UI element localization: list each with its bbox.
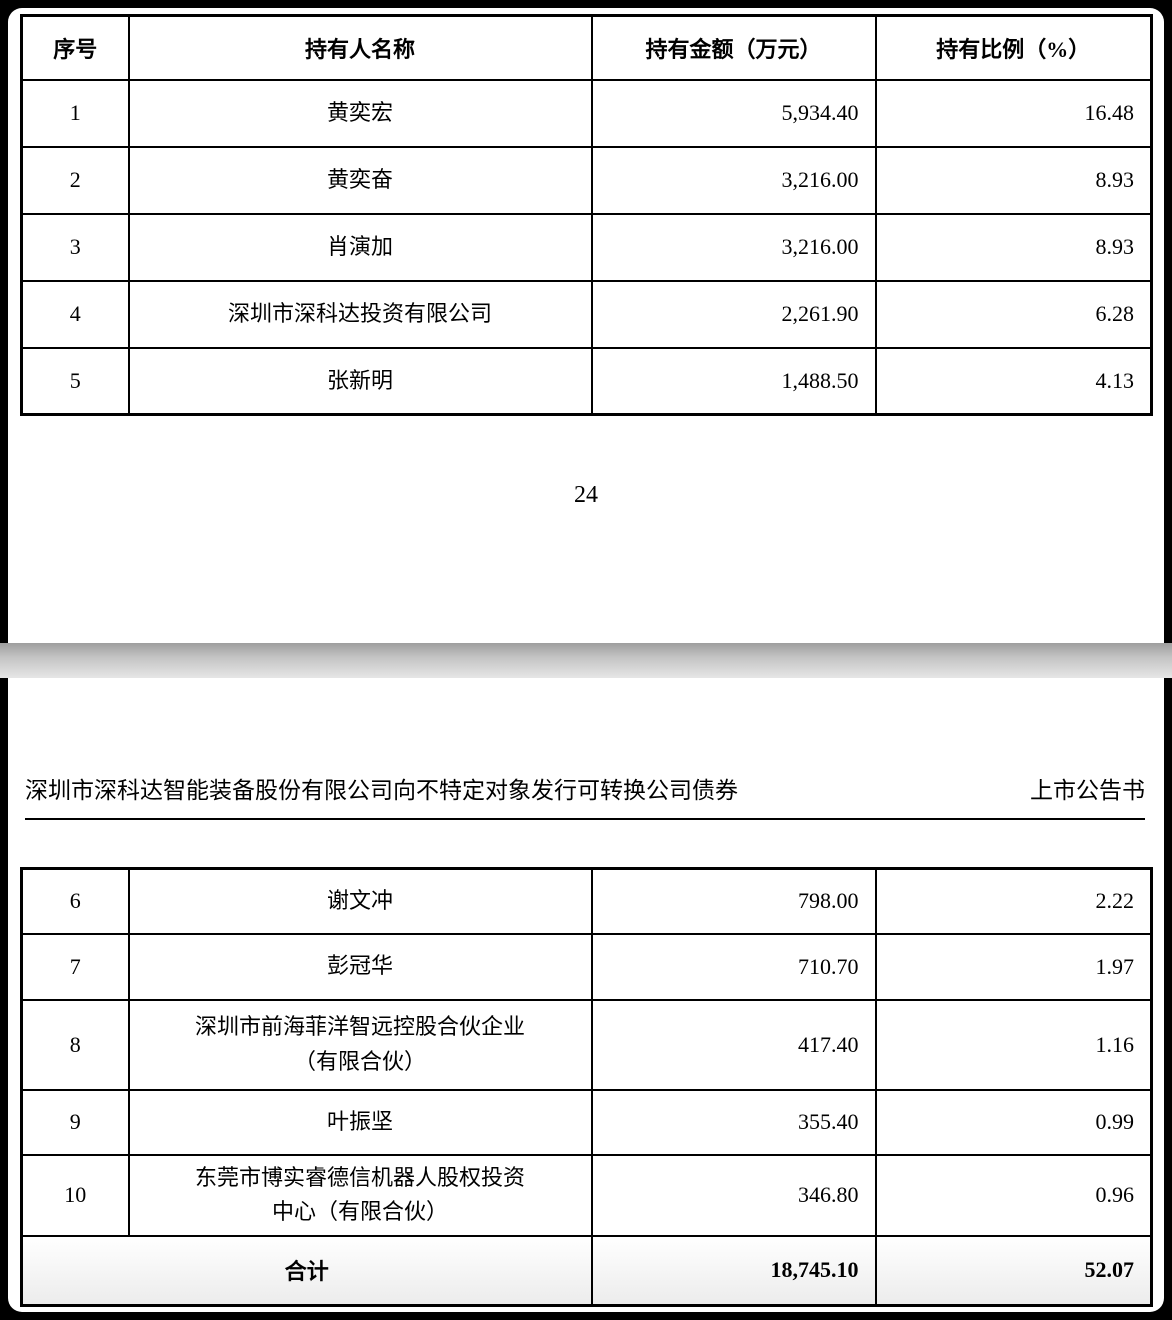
cell-holder-name: 深圳市前海菲洋智远控股合伙企业 （有限合伙） <box>127 998 593 1091</box>
cell-total-label: 合计 <box>20 1234 593 1307</box>
table-row: 3 肖演加 3,216.00 8.93 <box>20 212 1153 282</box>
page-2: 深圳市深科达智能装备股份有限公司向不特定对象发行可转换公司债券 上市公告书 6 … <box>8 678 1164 1312</box>
cell-ratio: 6.28 <box>874 279 1153 349</box>
cell-ratio: 0.99 <box>874 1088 1153 1156</box>
document-header: 深圳市深科达智能装备股份有限公司向不特定对象发行可转换公司债券 上市公告书 <box>25 778 1145 820</box>
cell-ratio: 2.22 <box>874 867 1153 935</box>
cell-no: 9 <box>20 1088 130 1156</box>
cell-amount: 3,216.00 <box>590 145 877 215</box>
cell-holder-name: 深圳市深科达投资有限公司 <box>127 279 593 349</box>
col-header-name: 持有人名称 <box>127 14 593 81</box>
cell-ratio: 1.16 <box>874 998 1153 1091</box>
cell-no: 4 <box>20 279 130 349</box>
table-row: 8 深圳市前海菲洋智远控股合伙企业 （有限合伙） 417.40 1.16 <box>20 998 1153 1091</box>
cell-holder-name: 黄奕宏 <box>127 78 593 148</box>
cell-ratio: 8.93 <box>874 212 1153 282</box>
table-row: 10 东莞市博实睿德信机器人股权投资 中心（有限合伙） 346.80 0.96 <box>20 1153 1153 1237</box>
cell-amount: 3,216.00 <box>590 212 877 282</box>
table-row: 4 深圳市深科达投资有限公司 2,261.90 6.28 <box>20 279 1153 349</box>
cell-holder-name: 谢文冲 <box>127 867 593 935</box>
page-1: 序号 持有人名称 持有金额（万元） 持有比例（%） 1 黄奕宏 5,934.40… <box>8 8 1164 643</box>
cell-amount: 346.80 <box>590 1153 877 1237</box>
cell-holder-name: 东莞市博实睿德信机器人股权投资 中心（有限合伙） <box>127 1153 593 1237</box>
page-number: 24 <box>574 482 598 508</box>
cell-no: 1 <box>20 78 130 148</box>
cell-no: 2 <box>20 145 130 215</box>
cell-holder-name: 彭冠华 <box>127 932 593 1001</box>
cell-ratio: 0.96 <box>874 1153 1153 1237</box>
cell-holder-name: 黄奕奋 <box>127 145 593 215</box>
cell-holder-name: 肖演加 <box>127 212 593 282</box>
table-header-row: 序号 持有人名称 持有金额（万元） 持有比例（%） <box>20 14 1153 81</box>
cell-no: 8 <box>20 998 130 1091</box>
col-header-ratio: 持有比例（%） <box>874 14 1153 81</box>
cell-amount: 710.70 <box>590 932 877 1001</box>
cell-amount: 417.40 <box>590 998 877 1091</box>
cell-ratio: 8.93 <box>874 145 1153 215</box>
cell-amount: 355.40 <box>590 1088 877 1156</box>
col-header-amount: 持有金额（万元） <box>590 14 877 81</box>
cell-amount: 2,261.90 <box>590 279 877 349</box>
cell-holder-name: 叶振坚 <box>127 1088 593 1156</box>
cell-ratio: 16.48 <box>874 78 1153 148</box>
cell-no: 3 <box>20 212 130 282</box>
cell-amount: 1,488.50 <box>590 346 877 416</box>
page-separator <box>0 643 1172 678</box>
cell-no: 6 <box>20 867 130 935</box>
holders-table-page2: 6 谢文冲 798.00 2.22 7 彭冠华 710.70 1.97 8 深圳… <box>20 867 1153 1307</box>
cell-no: 10 <box>20 1153 130 1237</box>
cell-amount: 5,934.40 <box>590 78 877 148</box>
table-row: 6 谢文冲 798.00 2.22 <box>20 867 1153 935</box>
cell-no: 7 <box>20 932 130 1001</box>
table-row: 5 张新明 1,488.50 4.13 <box>20 346 1153 416</box>
cell-total-amount: 18,745.10 <box>590 1234 877 1307</box>
table-total-row: 合计 18,745.10 52.07 <box>20 1234 1153 1307</box>
cell-ratio: 4.13 <box>874 346 1153 416</box>
holders-table-page1: 序号 持有人名称 持有金额（万元） 持有比例（%） 1 黄奕宏 5,934.40… <box>20 14 1153 416</box>
cell-total-ratio: 52.07 <box>874 1234 1153 1307</box>
document-header-title: 深圳市深科达智能装备股份有限公司向不特定对象发行可转换公司债券 <box>25 778 738 803</box>
cell-ratio: 1.97 <box>874 932 1153 1001</box>
cell-holder-name: 张新明 <box>127 346 593 416</box>
table-row: 2 黄奕奋 3,216.00 8.93 <box>20 145 1153 215</box>
col-header-no: 序号 <box>20 14 130 81</box>
cell-no: 5 <box>20 346 130 416</box>
document-header-doctype: 上市公告书 <box>1030 778 1145 803</box>
cell-amount: 798.00 <box>590 867 877 935</box>
table-row: 9 叶振坚 355.40 0.99 <box>20 1088 1153 1156</box>
table-row: 7 彭冠华 710.70 1.97 <box>20 932 1153 1001</box>
table-row: 1 黄奕宏 5,934.40 16.48 <box>20 78 1153 148</box>
